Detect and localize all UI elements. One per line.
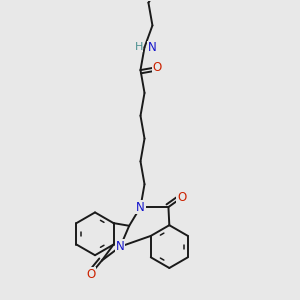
Text: N: N [136,201,145,214]
Text: N: N [148,41,156,54]
Text: O: O [177,191,186,204]
Text: O: O [152,61,162,74]
Text: N: N [116,240,125,253]
Text: H: H [135,42,143,52]
Text: O: O [86,268,95,281]
